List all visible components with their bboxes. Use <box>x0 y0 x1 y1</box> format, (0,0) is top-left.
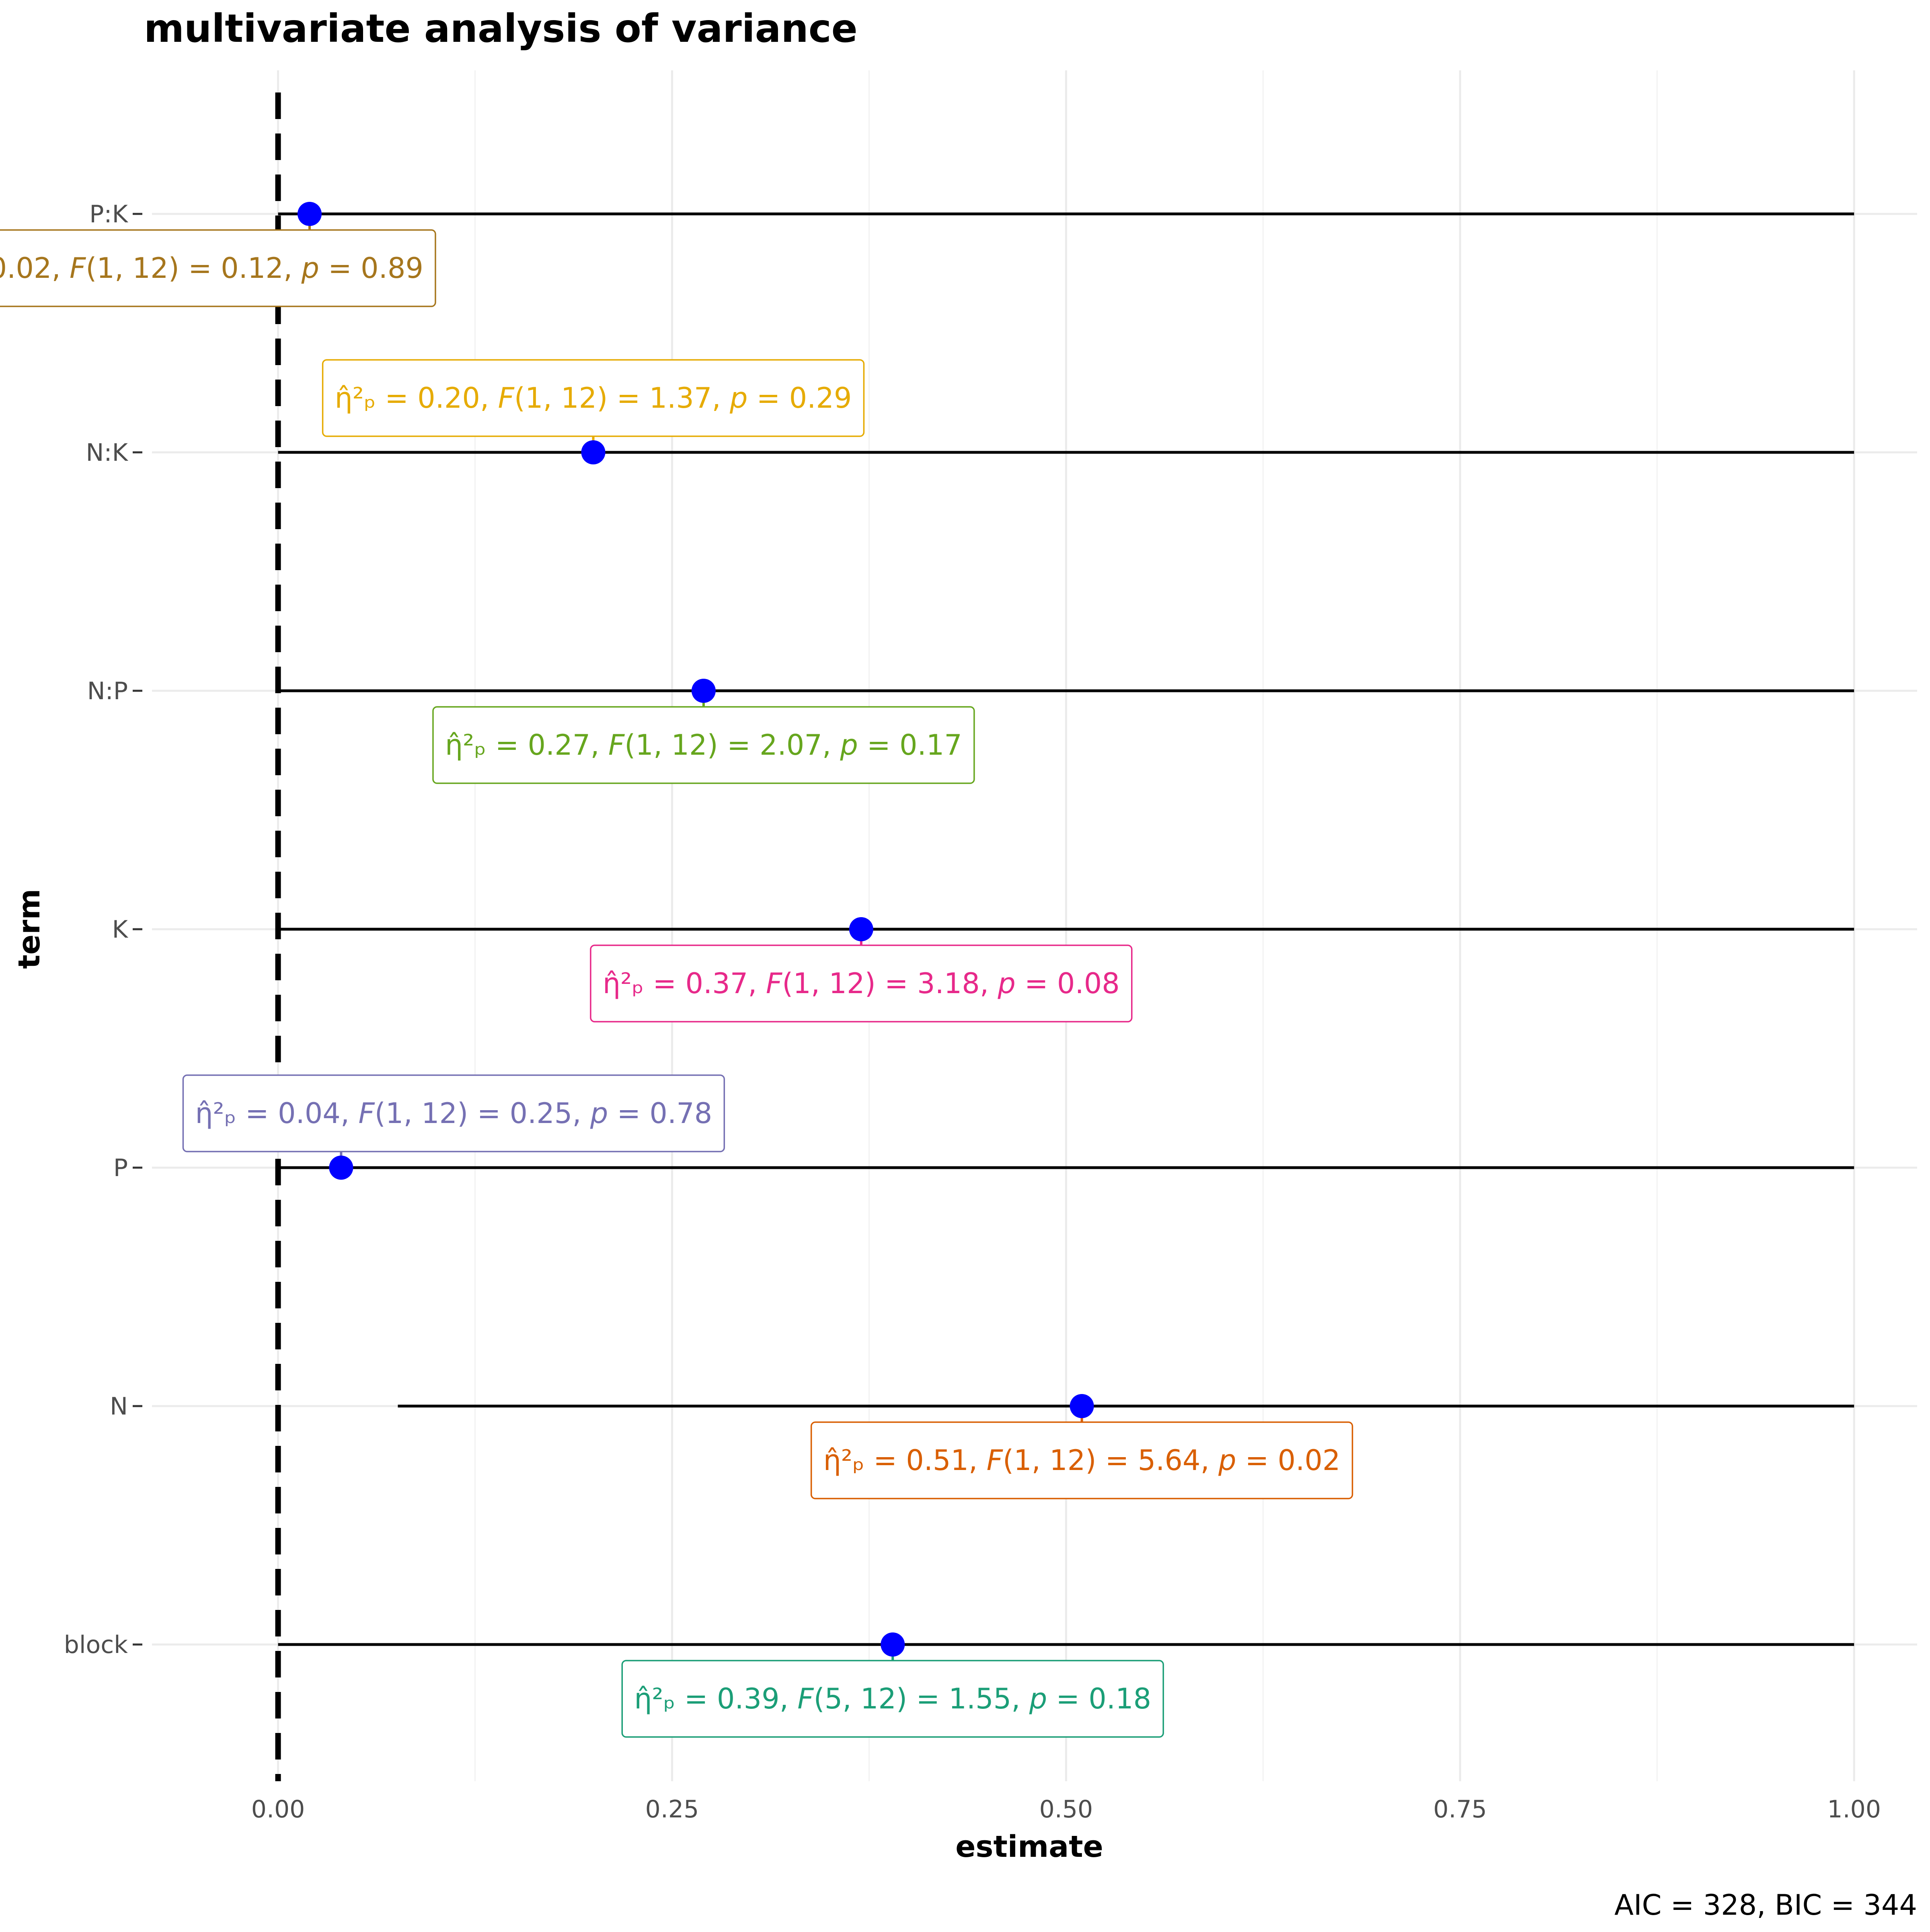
annotation-p-symbol: p <box>997 967 1015 1000</box>
y-tick-label: K <box>112 916 129 944</box>
annotation-box <box>432 706 975 784</box>
annotation-p-symbol: p <box>1029 1682 1047 1715</box>
annotation-p-value: = 0.29 <box>747 382 852 415</box>
x-tick-label: 1.00 <box>1827 1795 1881 1823</box>
annotation-p-value: = 0.02 <box>1236 1444 1341 1477</box>
annotation-f-value: (5, 12) = 1.55, <box>813 1682 1029 1715</box>
annotation-text: η̂²ₚ = 0.20, F(1, 12) = 1.37, p = 0.29 <box>335 382 852 415</box>
annotation-p-value: = 0.78 <box>608 1097 712 1130</box>
y-tick-label: N <box>110 1392 128 1421</box>
annotation-f-value: (1, 12) = 0.25, <box>375 1097 590 1130</box>
annotation-p-symbol: p <box>729 382 747 415</box>
annotation-eta: η̂²ₚ = 0.39, <box>634 1682 797 1715</box>
annotation-f-value: (1, 12) = 1.37, <box>514 382 730 415</box>
y-axis-title: term <box>12 889 47 969</box>
y-tick-label: P:K <box>89 200 128 228</box>
x-tick-label: 0.50 <box>1039 1795 1093 1823</box>
x-axis-title: estimate <box>955 1829 1103 1864</box>
estimate-point <box>297 202 322 226</box>
y-tick-label: N:P <box>87 677 128 705</box>
annotation-box <box>0 229 436 307</box>
estimate-point <box>881 1632 905 1657</box>
estimate-point <box>581 440 606 464</box>
annotation-box <box>322 359 865 437</box>
annotation-f-value: (1, 12) = 5.64, <box>1003 1444 1218 1477</box>
annotation-box <box>590 944 1133 1022</box>
y-tick-label: N:K <box>86 439 129 467</box>
annotation-p-symbol: p <box>1218 1444 1236 1477</box>
annotation-f-symbol: F <box>766 967 783 1000</box>
annotation-text: η̂²ₚ = 0.27, F(1, 12) = 2.07, p = 0.17 <box>445 729 962 762</box>
annotation-f-symbol: F <box>987 1444 1004 1477</box>
annotation-p-symbol: p <box>590 1097 608 1130</box>
annotation-f-value: (1, 12) = 0.12, <box>86 252 301 285</box>
annotation-f-symbol: F <box>70 252 86 285</box>
x-tick-label: 0.75 <box>1433 1795 1487 1823</box>
chart-title: multivariate analysis of variance <box>144 6 858 51</box>
y-tick-label: P <box>113 1154 128 1182</box>
annotation-text: η̂²ₚ = 0.02, F(1, 12) = 0.12, p = 0.89 <box>0 252 423 285</box>
estimate-point <box>849 917 873 941</box>
x-tick-label: 0.00 <box>251 1795 305 1823</box>
annotation-text: η̂²ₚ = 0.37, F(1, 12) = 3.18, p = 0.08 <box>603 967 1120 1000</box>
model-caption: AIC = 328, BIC = 344 <box>1614 1889 1917 1922</box>
annotation-f-value: (1, 12) = 2.07, <box>624 729 840 762</box>
annotation-p-value: = 0.18 <box>1047 1682 1151 1715</box>
annotation-eta: η̂²ₚ = 0.37, <box>603 967 766 1000</box>
estimate-point <box>329 1156 353 1180</box>
annotation-p-symbol: p <box>301 252 319 285</box>
annotation-f-symbol: F <box>498 382 515 415</box>
annotation-box <box>810 1421 1353 1499</box>
annotation-f-symbol: F <box>797 1682 814 1715</box>
annotation-box <box>621 1660 1164 1738</box>
annotation-eta: η̂²ₚ = 0.27, <box>445 729 608 762</box>
points <box>297 202 1094 1657</box>
annotation-f-symbol: F <box>608 729 625 762</box>
annotation-f-value: (1, 12) = 3.18, <box>782 967 998 1000</box>
annotation-f-symbol: F <box>358 1097 375 1130</box>
annotation-text: η̂²ₚ = 0.51, F(1, 12) = 5.64, p = 0.02 <box>823 1444 1341 1477</box>
annotation-p-value: = 0.08 <box>1016 967 1120 1000</box>
annotation-text: η̂²ₚ = 0.04, F(1, 12) = 0.25, p = 0.78 <box>195 1097 712 1130</box>
estimate-point <box>691 679 716 703</box>
annotation-p-value: = 0.17 <box>858 729 962 762</box>
annotation-p-value: = 0.89 <box>319 252 423 285</box>
annotation-text: η̂²ₚ = 0.39, F(5, 12) = 1.55, p = 0.18 <box>634 1682 1151 1715</box>
annotation-eta: η̂²ₚ = 0.20, <box>335 382 498 415</box>
annotation-p-symbol: p <box>840 729 858 762</box>
annotation-eta: η̂²ₚ = 0.04, <box>195 1097 358 1130</box>
ci-lines <box>278 212 1854 1646</box>
x-tick-label: 0.25 <box>645 1795 699 1823</box>
annotation-labels: η̂²ₚ = 0.02, F(1, 12) = 0.12, p = 0.89η̂… <box>0 229 1353 1738</box>
annotation-eta: η̂²ₚ = 0.51, <box>823 1444 987 1477</box>
y-tick-label: block <box>64 1631 128 1659</box>
grid <box>152 70 1917 1781</box>
annotation-box <box>182 1074 725 1152</box>
estimate-point <box>1070 1394 1094 1418</box>
annotation-eta: η̂²ₚ = 0.02, <box>0 252 70 285</box>
